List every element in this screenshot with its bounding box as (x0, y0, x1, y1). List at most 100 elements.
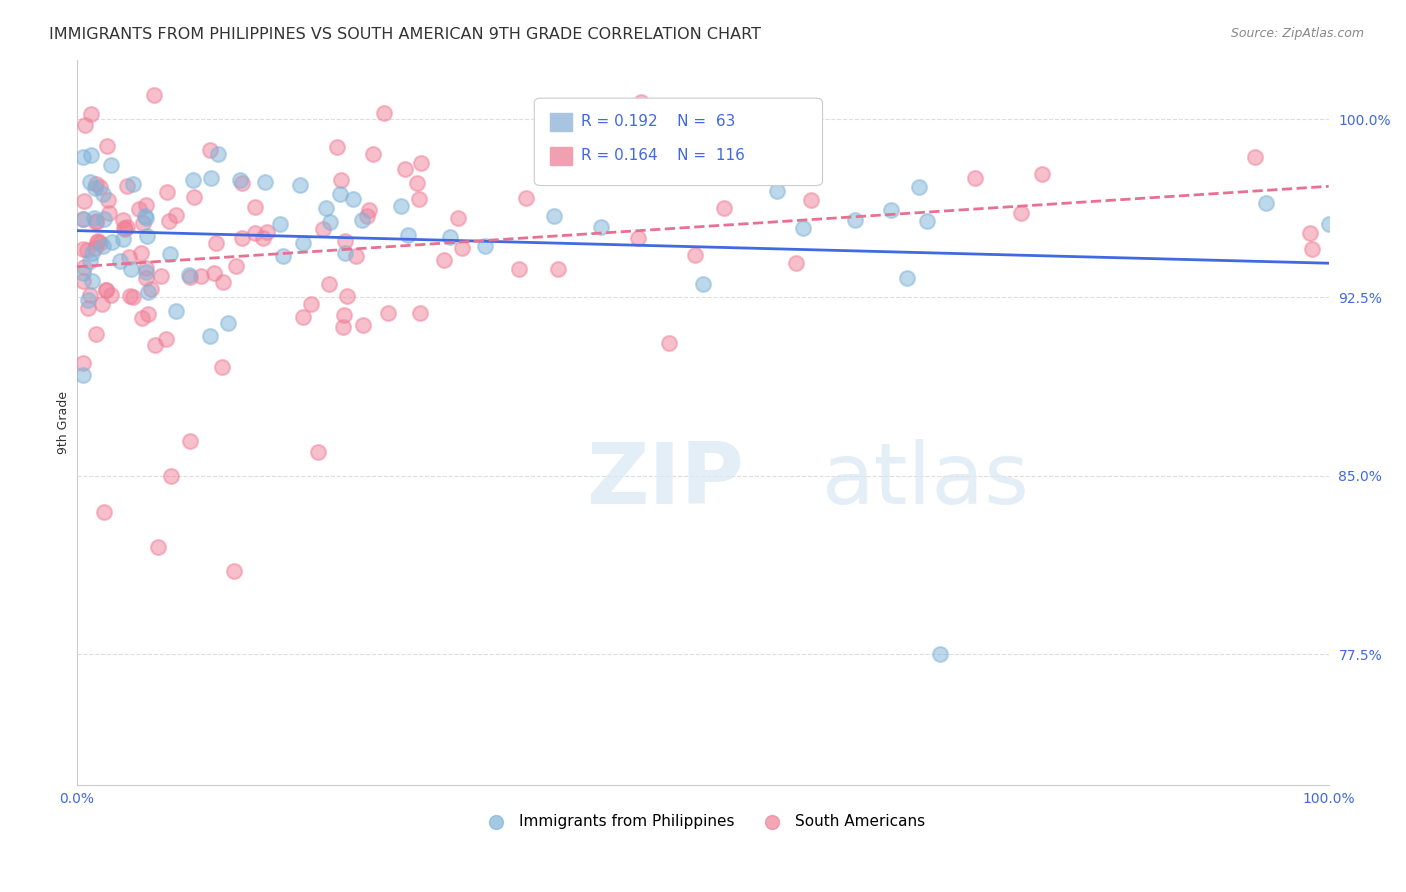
Point (128, 202, 150, 217)
Point (83, 211, 105, 225)
Point (225, 259, 247, 273)
Point (318, 277, 340, 291)
Y-axis label: 9th Grade: 9th Grade (58, 391, 70, 454)
Point (243, 226, 266, 240)
Point (79, 175, 101, 189)
Point (122, 290, 145, 304)
Point (271, 249, 294, 263)
Point (108, 253, 131, 268)
Point (84, 178, 107, 192)
Point (319, 215, 342, 229)
Point (307, 445, 329, 459)
Point (165, 303, 187, 318)
Text: Source: ZipAtlas.com: Source: ZipAtlas.com (1230, 27, 1364, 40)
Point (394, 162, 416, 177)
Point (146, 540, 169, 554)
Point (252, 231, 274, 245)
Point (135, 261, 157, 276)
Point (181, 173, 204, 187)
Point (84, 181, 107, 195)
Point (160, 468, 183, 483)
Point (157, 214, 180, 228)
Point (142, 88, 165, 103)
Point (326, 140, 349, 154)
Point (179, 434, 201, 448)
Point (93, 504, 115, 518)
Point (190, 269, 212, 284)
Point (335, 234, 357, 248)
Point (77, 293, 100, 307)
Point (543, 210, 565, 224)
Point (398, 227, 420, 242)
Point (136, 229, 159, 244)
Point (290, 178, 312, 192)
Point (433, 252, 456, 267)
Point (80, 107, 103, 121)
Point (1244, 151, 1267, 165)
Point (77, 301, 100, 315)
Point (915, 213, 938, 227)
Point (72, 273, 94, 287)
Legend: Immigrants from Philippines, South Americans: Immigrants from Philippines, South Ameri… (474, 808, 931, 836)
Point (515, 191, 537, 205)
Point (253, 174, 276, 188)
Point (91, 187, 114, 202)
Point (82, 246, 104, 260)
Point (256, 225, 278, 239)
Point (86, 235, 108, 249)
Text: 0.0%: 0.0% (59, 792, 94, 806)
Point (1254, 196, 1277, 211)
Point (118, 250, 141, 264)
Point (1010, 206, 1032, 220)
Point (155, 332, 177, 346)
Point (908, 179, 931, 194)
Point (292, 236, 315, 251)
Text: 100.0%: 100.0% (1302, 792, 1355, 806)
Point (359, 202, 381, 217)
Point (350, 213, 373, 227)
Point (72, 150, 94, 164)
Point (90, 297, 112, 311)
Point (94, 283, 117, 297)
Point (447, 211, 470, 225)
Point (131, 310, 153, 325)
Point (785, 256, 807, 270)
Point (179, 269, 201, 284)
Point (97, 194, 120, 208)
Point (93, 212, 115, 227)
Point (114, 220, 136, 235)
Point (222, 564, 245, 578)
Point (332, 319, 354, 334)
Point (72, 212, 94, 227)
Point (97, 205, 120, 219)
Text: atlas: atlas (821, 439, 1029, 522)
Point (111, 232, 134, 246)
Point (231, 176, 253, 190)
Point (389, 199, 412, 213)
Point (790, 166, 813, 180)
Point (315, 201, 337, 215)
Point (896, 270, 918, 285)
Point (352, 318, 374, 333)
Point (200, 170, 222, 185)
Point (101, 235, 124, 250)
Point (89, 180, 111, 194)
Point (794, 163, 817, 178)
Point (361, 147, 384, 161)
Point (138, 307, 160, 321)
Text: IMMIGRANTS FROM PHILIPPINES VS SOUTH AMERICAN 9TH GRADE CORRELATION CHART: IMMIGRANTS FROM PHILIPPINES VS SOUTH AME… (49, 27, 761, 42)
Point (84, 214, 107, 228)
Text: R = 0.164    N =  116: R = 0.164 N = 116 (581, 148, 745, 162)
Point (299, 296, 322, 310)
Text: ZIP: ZIP (586, 439, 744, 522)
Point (131, 217, 153, 231)
Point (79, 254, 101, 268)
Point (626, 230, 648, 244)
Point (117, 219, 139, 234)
Point (200, 328, 222, 343)
Point (792, 220, 814, 235)
Point (879, 203, 901, 218)
Point (73, 194, 96, 208)
Point (329, 173, 352, 187)
Point (332, 309, 354, 323)
